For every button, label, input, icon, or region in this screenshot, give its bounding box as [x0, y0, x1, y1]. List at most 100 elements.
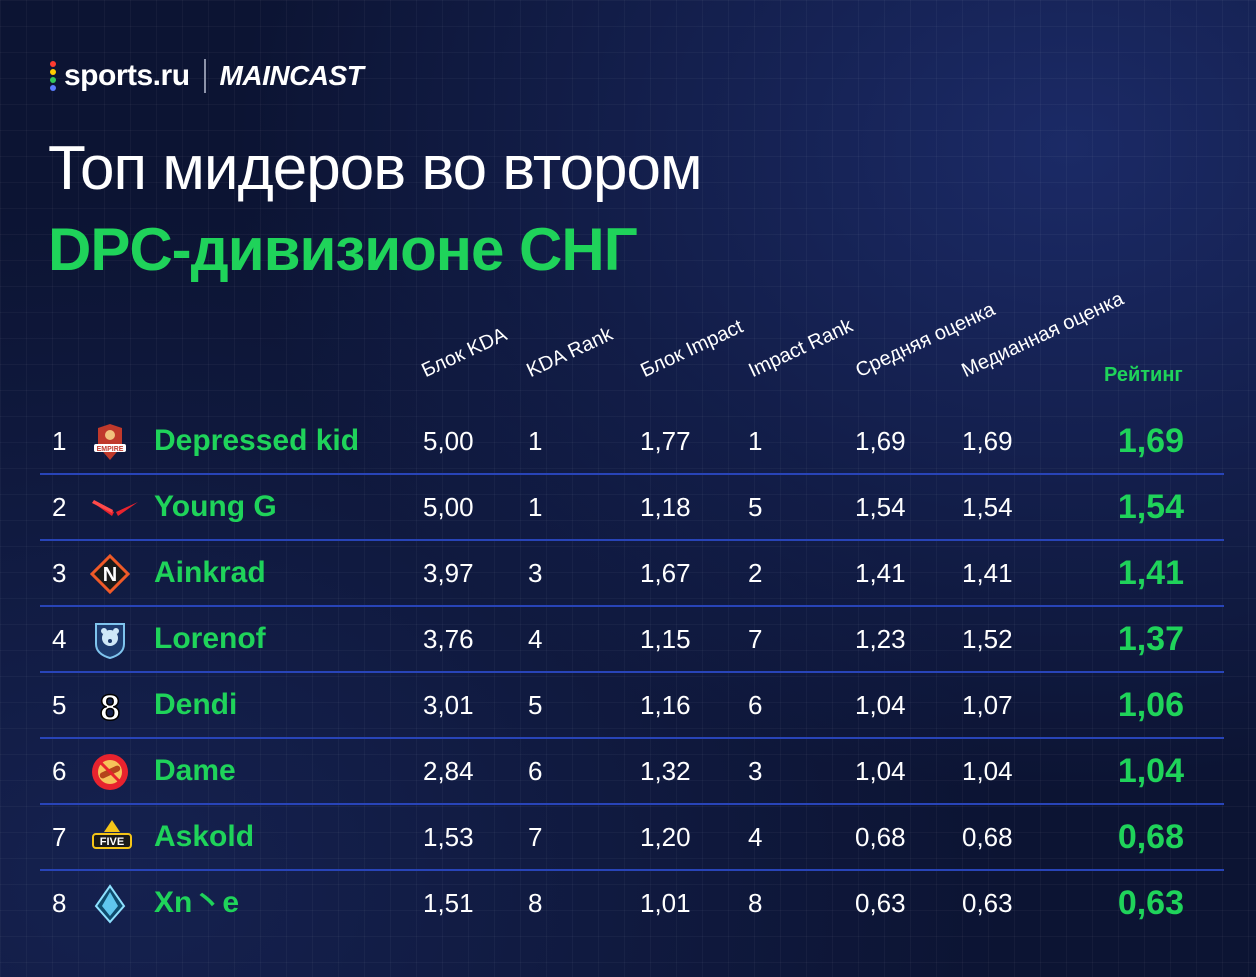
player-name: Xn丶e — [154, 886, 240, 919]
svg-text:N: N — [103, 564, 117, 586]
rating-value: 1,41 — [1117, 554, 1184, 592]
kda-rank-value: 4 — [528, 624, 543, 654]
row-separator — [40, 803, 1224, 805]
svg-text:EMPIRE: EMPIRE — [97, 446, 124, 453]
virtus-pro-logo-icon — [90, 488, 138, 528]
kda-rank-value: 8 — [528, 888, 543, 918]
row-rank: 7 — [52, 822, 67, 852]
kda-block-value: 1,51 — [423, 888, 474, 918]
median-value: 1,41 — [962, 558, 1013, 588]
player-name: Dame — [154, 754, 236, 787]
impact-block-value: 1,20 — [640, 822, 691, 852]
row-separator — [40, 539, 1224, 541]
impact-block-value: 1,67 — [640, 558, 691, 588]
rating-value: 1,06 — [1117, 686, 1184, 724]
table-row: 4 Lorenof 3,76 4 1,15 7 1,23 1,52 1,37 — [40, 606, 1224, 672]
row-rank: 5 — [52, 690, 67, 720]
rating-value: 1,37 — [1117, 620, 1184, 658]
kda-block-value: 5,00 — [423, 426, 474, 456]
impact-block-value: 1,15 — [640, 624, 691, 654]
average-value: 1,69 — [855, 426, 906, 456]
row-rank: 2 — [52, 492, 67, 522]
average-value: 0,63 — [855, 888, 906, 918]
brand-divider — [203, 59, 206, 93]
median-value: 1,04 — [962, 756, 1013, 786]
kda-block-value: 3,97 — [423, 558, 474, 588]
b8-logo-icon: 8 — [90, 686, 130, 729]
player-name: Lorenof — [154, 622, 266, 655]
kda-rank-value: 3 — [528, 558, 543, 588]
row-rank: 3 — [52, 558, 67, 588]
title-line-1: Топ мидеров во втором — [48, 134, 703, 203]
rating-value: 1,04 — [1117, 752, 1184, 790]
median-value: 1,52 — [962, 624, 1013, 654]
kda-block-value: 3,76 — [423, 624, 474, 654]
table-row: 5 8 Dendi 3,01 5 1,16 6 1,04 1,07 1,06 — [40, 672, 1224, 738]
median-value: 1,54 — [962, 492, 1013, 522]
sports-ru-logo: sports.ru — [64, 59, 190, 92]
median-value: 1,69 — [962, 426, 1013, 456]
rating-value: 1,54 — [1117, 488, 1184, 526]
table-row: 2 Young G 5,00 1 1,18 5 1,54 1,54 1,54 — [40, 474, 1224, 540]
average-value: 0,68 — [855, 822, 906, 852]
title-line-2: DPC-дивизионе СНГ — [48, 216, 638, 283]
row-rank: 1 — [52, 426, 67, 456]
row-separator — [40, 869, 1224, 871]
impact-rank-value: 1 — [748, 426, 763, 456]
table-row: 3 N Ainkrad 3,97 3 1,67 2 1,41 1,41 1,41 — [40, 540, 1224, 606]
kda-rank-value: 5 — [528, 690, 543, 720]
empire-logo-icon: EMPIRE — [90, 422, 130, 462]
rating-value: 0,68 — [1117, 818, 1184, 856]
maincast-logo: MAINCAST — [219, 60, 364, 91]
row-rank: 4 — [52, 624, 67, 654]
kda-block-value: 2,84 — [423, 756, 474, 786]
table-row: 6 Dame 2,84 6 1,32 3 1,04 1,04 1,04 — [40, 738, 1224, 804]
table-row: 8 Xn丶e 1,51 8 1,01 8 0,63 0,63 0,63 — [40, 870, 1224, 936]
row-rank: 8 — [52, 888, 67, 918]
svg-text:8: 8 — [100, 687, 120, 726]
five-logo-icon: FIVE — [90, 818, 132, 858]
bear-shield-logo-icon — [90, 620, 130, 660]
row-separator — [40, 737, 1224, 739]
impact-rank-value: 2 — [748, 558, 763, 588]
impact-block-value: 1,16 — [640, 690, 691, 720]
rating-value: 0,63 — [1117, 884, 1184, 922]
kda-rank-value: 1 — [528, 426, 543, 456]
impact-rank-value: 8 — [748, 888, 763, 918]
row-rank: 6 — [52, 756, 67, 786]
crystal-logo-icon — [90, 884, 130, 924]
impact-rank-value: 6 — [748, 690, 763, 720]
impact-rank-value: 7 — [748, 624, 763, 654]
kda-rank-value: 6 — [528, 756, 543, 786]
median-value: 1,07 — [962, 690, 1013, 720]
kda-rank-value: 1 — [528, 492, 543, 522]
average-value: 1,41 — [855, 558, 906, 588]
sports-ru-dots-icon — [50, 61, 58, 91]
player-name: Ainkrad — [154, 556, 266, 589]
player-name: Askold — [154, 820, 255, 853]
average-value: 1,04 — [855, 756, 906, 786]
player-name: Young G — [154, 490, 277, 523]
average-value: 1,54 — [855, 492, 906, 522]
kda-rank-value: 7 — [528, 822, 543, 852]
row-separator — [40, 605, 1224, 607]
table-row: 7 FIVE Askold 1,53 7 1,20 4 0,68 0,68 0,68 — [40, 804, 1224, 870]
col-header-rating: Рейтинг — [1104, 364, 1183, 386]
hotdog-logo-icon — [90, 752, 130, 792]
nemiga-logo-icon: N — [89, 553, 131, 595]
average-value: 1,23 — [855, 624, 906, 654]
kda-block-value: 5,00 — [423, 492, 474, 522]
impact-block-value: 1,32 — [640, 756, 691, 786]
row-separator — [40, 473, 1224, 475]
median-value: 0,63 — [962, 888, 1013, 918]
average-value: 1,04 — [855, 690, 906, 720]
impact-block-value: 1,01 — [640, 888, 691, 918]
impact-block-value: 1,18 — [640, 492, 691, 522]
median-value: 0,68 — [962, 822, 1013, 852]
impact-rank-value: 4 — [748, 822, 763, 852]
impact-rank-value: 3 — [748, 756, 763, 786]
svg-text:FIVE: FIVE — [100, 836, 124, 848]
row-separator — [40, 671, 1224, 673]
brand-bar: sports.ru MAINCAST — [50, 58, 364, 94]
